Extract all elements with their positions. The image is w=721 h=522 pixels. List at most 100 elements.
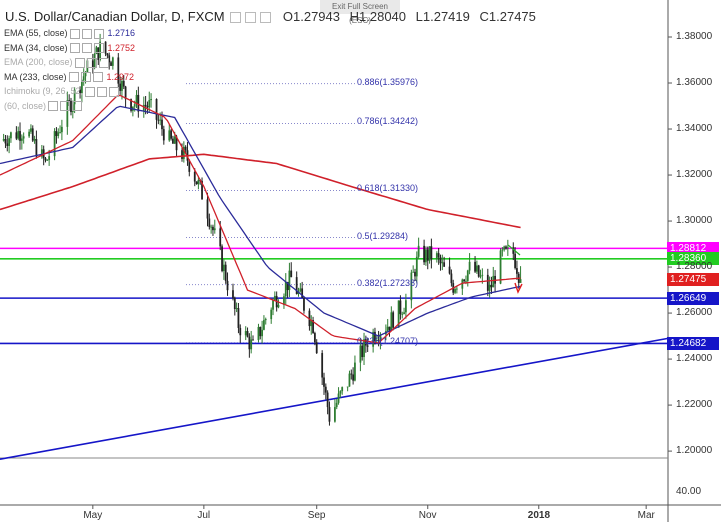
exit-fullscreen-button[interactable]: Exit Full Screen (ESC) bbox=[320, 0, 400, 25]
close-icon[interactable] bbox=[109, 86, 120, 97]
close-icon[interactable] bbox=[72, 101, 83, 112]
candle-body bbox=[301, 288, 304, 298]
candle-body bbox=[335, 402, 338, 408]
candle-body bbox=[60, 126, 63, 133]
ema55-line bbox=[0, 105, 521, 337]
candle-body bbox=[259, 326, 262, 337]
candle-body bbox=[93, 53, 96, 68]
candle-body bbox=[441, 262, 444, 264]
candle-body bbox=[248, 336, 251, 350]
candle-body bbox=[437, 253, 440, 258]
eye-icon[interactable] bbox=[48, 101, 59, 112]
lower-pane-tick: 40.00 bbox=[676, 486, 702, 497]
price-level-label: 1.24682 bbox=[667, 336, 719, 350]
candle-body bbox=[501, 249, 504, 251]
indicator-row[interactable]: EMA (200, close) bbox=[4, 57, 109, 68]
candle-body bbox=[250, 339, 253, 350]
eye-icon[interactable] bbox=[68, 72, 79, 83]
candle-body bbox=[323, 377, 325, 387]
settings-icon[interactable] bbox=[80, 72, 91, 83]
indicator-row[interactable]: Ichimoku (9, 26, 52, bbox=[4, 86, 120, 97]
candle-body bbox=[412, 271, 415, 273]
candle-body bbox=[239, 327, 242, 336]
candle-body bbox=[417, 245, 420, 257]
candle-body bbox=[321, 353, 324, 378]
close-icon[interactable] bbox=[260, 12, 272, 24]
candle-body bbox=[448, 266, 451, 274]
fib-label: 0.886(1.35976) bbox=[357, 76, 419, 87]
indicator-row[interactable]: EMA (55, close) 1.2716 bbox=[4, 28, 135, 39]
candle-body bbox=[144, 104, 147, 107]
eye-icon[interactable] bbox=[69, 28, 80, 39]
candle-body bbox=[104, 41, 107, 54]
candle-body bbox=[435, 253, 438, 260]
close-icon[interactable] bbox=[93, 28, 104, 39]
candle-body bbox=[468, 261, 471, 271]
candle-body bbox=[257, 326, 260, 341]
price-tick-label: 1.28000 bbox=[676, 261, 713, 273]
candle-body bbox=[130, 99, 132, 111]
settings-icon[interactable] bbox=[245, 12, 257, 24]
candle-body bbox=[210, 226, 213, 228]
candle-body bbox=[193, 171, 196, 182]
candle-body bbox=[361, 345, 364, 358]
candle-body bbox=[70, 100, 72, 113]
close-icon[interactable] bbox=[92, 72, 103, 83]
close-icon[interactable] bbox=[98, 57, 109, 68]
candle-body bbox=[514, 253, 517, 269]
settings-icon[interactable] bbox=[86, 57, 97, 68]
indicator-row[interactable]: EMA (34, close) 1.2752 bbox=[4, 43, 135, 54]
candle-body bbox=[425, 249, 427, 263]
candle-body bbox=[73, 89, 76, 105]
settings-icon[interactable] bbox=[97, 86, 108, 97]
eye-icon[interactable] bbox=[230, 12, 242, 24]
candle-body bbox=[443, 262, 446, 267]
indicator-label: EMA (55, close) bbox=[4, 28, 68, 38]
candle-body bbox=[155, 99, 158, 120]
settings-icon[interactable] bbox=[60, 101, 71, 112]
candle-body bbox=[423, 245, 425, 263]
ohlc-high: H1.28040 bbox=[349, 9, 407, 24]
candle-body bbox=[28, 131, 31, 137]
candle-body bbox=[404, 300, 407, 313]
candle-body bbox=[55, 131, 58, 137]
candle-body bbox=[57, 132, 60, 137]
ma233-line bbox=[0, 153, 521, 229]
candle-body bbox=[488, 284, 491, 291]
candle-body bbox=[99, 41, 102, 61]
candle-body bbox=[121, 80, 123, 91]
candle-body bbox=[84, 72, 87, 77]
settings-icon[interactable] bbox=[81, 43, 92, 54]
candle-body bbox=[410, 272, 413, 301]
candle-body bbox=[219, 228, 222, 247]
price-tick-label: 1.30000 bbox=[676, 215, 713, 227]
candle-body bbox=[30, 128, 32, 132]
candle-body bbox=[182, 146, 185, 159]
eye-icon[interactable] bbox=[74, 57, 85, 68]
candle-body bbox=[44, 158, 47, 161]
candle-body bbox=[461, 279, 464, 289]
red-arrow bbox=[514, 282, 523, 294]
candle-body bbox=[233, 297, 236, 309]
close-icon[interactable] bbox=[93, 43, 104, 54]
candle-body bbox=[264, 319, 267, 321]
settings-icon[interactable] bbox=[81, 28, 92, 39]
ema34-line bbox=[0, 94, 521, 344]
green-arrow bbox=[507, 244, 521, 256]
eye-icon[interactable] bbox=[85, 86, 96, 97]
candle-body bbox=[20, 138, 23, 141]
candle-body bbox=[97, 47, 100, 61]
candle-body bbox=[474, 261, 476, 272]
ohlc-low: L1.27419 bbox=[415, 9, 470, 24]
time-tick-label: Nov bbox=[418, 510, 437, 521]
candle-body bbox=[213, 228, 216, 231]
candle-body bbox=[110, 62, 112, 66]
indicator-row[interactable]: (60, close) bbox=[4, 101, 83, 112]
time-tick-label: 2018 bbox=[527, 510, 551, 521]
candle-body bbox=[48, 156, 51, 160]
eye-icon[interactable] bbox=[69, 43, 80, 54]
indicator-label: Ichimoku (9, 26, 52, bbox=[4, 86, 84, 96]
candle-body bbox=[157, 119, 160, 121]
indicator-row[interactable]: MA (233, close) 1.2972 bbox=[4, 72, 134, 83]
